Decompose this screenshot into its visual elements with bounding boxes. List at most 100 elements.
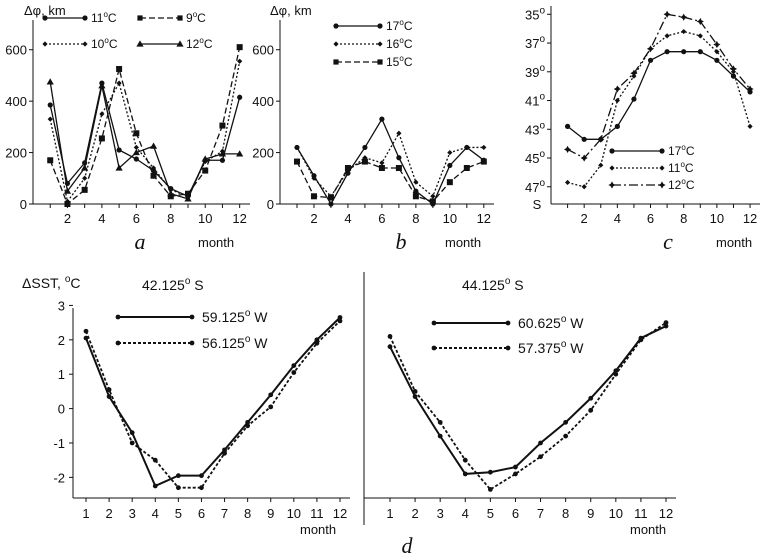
legend-marker <box>115 314 121 320</box>
data-point <box>199 473 204 479</box>
series-line <box>567 30 751 188</box>
data-point <box>328 201 334 207</box>
data-point <box>268 404 274 410</box>
data-point <box>681 28 687 35</box>
data-point <box>598 162 604 168</box>
data-point <box>387 333 393 339</box>
data-point <box>581 184 587 190</box>
data-point <box>647 57 654 63</box>
data-point <box>387 344 393 350</box>
data-point <box>729 65 738 73</box>
data-point <box>513 471 518 477</box>
legend-label: 10o​C <box>91 36 118 51</box>
data-point <box>149 142 158 149</box>
data-point <box>82 175 88 181</box>
data-point <box>713 40 721 49</box>
data-point <box>513 464 518 470</box>
data-point <box>337 315 343 320</box>
x-tick-label: 2 <box>105 506 112 521</box>
data-point <box>630 69 638 77</box>
data-point <box>638 337 644 343</box>
data-point <box>697 49 703 55</box>
panel-label: c <box>663 229 673 254</box>
y-tick-label: 43o​ <box>525 120 545 137</box>
data-point <box>447 162 453 169</box>
data-point <box>98 82 106 89</box>
data-point <box>175 485 181 491</box>
data-point <box>167 190 175 197</box>
legend-entry: 15o​C <box>333 54 413 69</box>
x-tick-label: 7 <box>221 506 228 521</box>
data-point <box>413 188 419 194</box>
panel-label: a <box>135 229 146 254</box>
x-tick-label: 4 <box>152 506 159 521</box>
legend-marker <box>377 59 383 65</box>
data-point <box>613 368 619 374</box>
legend-label: 11o​C <box>91 10 117 25</box>
legend-marker <box>333 59 339 65</box>
data-point <box>133 130 140 137</box>
legend-entry: 10o​C <box>42 36 118 51</box>
data-point <box>245 423 251 429</box>
data-point <box>185 190 191 197</box>
legend-marker <box>659 148 665 154</box>
series-line <box>296 117 485 206</box>
series-line <box>85 316 341 488</box>
data-point <box>361 158 368 165</box>
x-axis-label: month <box>198 235 234 250</box>
legend-label: 12o​C <box>668 177 695 192</box>
data-point <box>150 172 157 179</box>
series-a-2 <box>47 44 243 207</box>
panel-title: 44.125o​ S <box>462 276 524 293</box>
data-point <box>664 33 670 39</box>
data-point <box>664 49 670 55</box>
series-a-3 <box>46 78 244 202</box>
data-point <box>396 130 402 136</box>
data-point <box>646 45 655 53</box>
y-tick-label: 400 <box>5 94 27 109</box>
legend-label: 12o​C <box>186 36 213 51</box>
data-point <box>379 116 385 122</box>
series-line <box>49 47 241 206</box>
data-point <box>680 13 688 21</box>
x-tick-label: 8 <box>167 211 174 226</box>
data-point <box>83 335 89 341</box>
x-tick-label: 9 <box>267 506 274 521</box>
x-tick-label: 10 <box>609 506 623 521</box>
legend-marker <box>609 148 615 154</box>
data-point <box>463 165 470 171</box>
data-point <box>132 148 140 156</box>
y-axis-label: ΔSST, o​C <box>22 274 81 291</box>
data-point <box>106 394 112 399</box>
legend-marker <box>137 15 143 21</box>
data-point <box>116 80 122 86</box>
data-point <box>129 430 135 436</box>
data-point <box>462 471 468 477</box>
data-point <box>202 167 209 174</box>
data-point <box>152 483 158 489</box>
x-tick-label: 8 <box>562 506 569 521</box>
data-point <box>64 201 71 207</box>
x-axis-label: month <box>716 235 752 250</box>
legend-marker <box>42 41 48 47</box>
legend-marker <box>431 345 437 351</box>
x-axis-label: month <box>300 522 336 537</box>
data-point <box>613 85 621 93</box>
legend-entry: 17o​C <box>333 18 413 33</box>
data-point <box>291 370 297 375</box>
x-tick-label: 12 <box>477 211 491 226</box>
x-tick-label: 4 <box>462 506 469 521</box>
data-point <box>614 123 620 129</box>
data-point <box>447 149 453 156</box>
legend-marker <box>505 345 511 351</box>
data-point <box>462 457 468 463</box>
x-tick-label: 8 <box>680 211 687 226</box>
x-tick-label: 12 <box>659 506 673 521</box>
y-axis-label: Δφ, km <box>270 3 312 18</box>
legend-label: 56.125o​ W <box>202 334 268 351</box>
series-d1-0 <box>83 315 343 489</box>
data-point <box>98 135 105 142</box>
data-point <box>681 49 687 55</box>
